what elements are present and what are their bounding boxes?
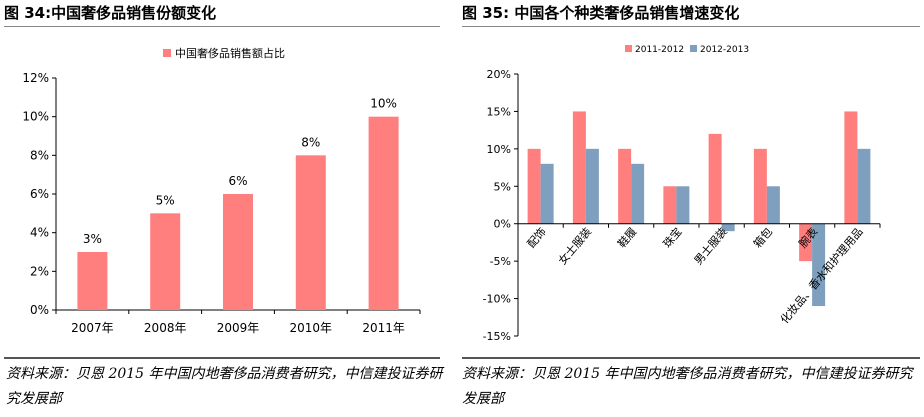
bar-2008年 [150,213,181,310]
left-source-rule [4,357,440,359]
bar-2012-2013-男士服装 [721,223,735,232]
bar-2011-2012-腕表 [799,223,813,262]
x-tick-label: 男士服装 [692,225,730,267]
bar-2012-2013-珠宝 [676,186,690,224]
y-tick-label: 0% [494,218,511,231]
y-tick-label: 10% [487,143,511,156]
x-tick-label: 配饰 [524,225,549,251]
right-title-rule [462,26,920,27]
bar-2012-2013-鞋履 [631,163,645,224]
x-tick-label: 箱包 [750,225,775,251]
bar-2012-2013-腕表 [812,223,826,307]
y-tick-label: 8% [30,148,49,162]
legend-swatch-2012-2013 [690,45,697,52]
x-tick-label: 2011年 [362,321,405,335]
bar-2012-2013-化妆品、香水和护理用品 [857,148,871,224]
x-tick-label: 女士服装 [555,225,594,268]
x-tick-label: 2009年 [217,321,260,335]
left-source-note: 资料来源：贝恩 2015 年中国内地奢侈品消费者研究，中信建投证券研究发展部 [6,366,443,407]
bar-2010年 [295,155,326,310]
y-tick-label: -10% [483,293,511,306]
y-tick-label: -5% [490,255,511,268]
bar-2011-2012-男士服装 [708,133,722,224]
bar-2011年 [368,116,399,311]
y-tick-label: 12% [22,71,49,85]
bar-2012-2013-箱包 [766,186,780,224]
right-source-note: 资料来源：贝恩 2015 年中国内地奢侈品消费者研究，中信建投证券研究发展部 [462,366,913,407]
left-chart: 中国奢侈品销售额占比 0% 2% 4% 6% 8% 10% 12% 3% 2007年 5% 2008年… [22,46,421,335]
data-label: 10% [370,97,397,111]
legend-label-2011-2012: 2011-2012 [635,45,684,55]
left-figure-title: 图 34:中国奢侈品销售份额变化 [4,4,217,22]
bar-2011-2012-配饰 [527,148,541,224]
x-tick-label: 鞋履 [615,225,640,251]
data-label: 8% [301,135,320,149]
x-tick-label: 2008年 [144,321,187,335]
y-tick-label: 0% [30,303,49,317]
y-tick-label: -15% [483,330,511,342]
x-tick-label: 2010年 [290,321,333,335]
legend-label-2012-2013: 2012-2013 [700,45,749,55]
right-chart: 2011-2012 2012-2013 -15% -10% -5% 0% 5% 10% 15% 2… [483,45,881,342]
y-tick-label: 2% [30,264,49,278]
bar-2007年 [77,252,108,310]
bar-2011-2012-女士服装 [572,111,586,224]
data-label: 5% [156,193,175,207]
y-tick-label: 6% [30,187,49,201]
right-source-rule [462,357,920,359]
y-tick-label: 5% [494,180,511,193]
data-label: 6% [228,174,247,188]
legend-swatch-2011-2012 [625,45,632,52]
legend-label-share: 中国奢侈品销售额占比 [175,46,285,60]
bar-2012-2013-配饰 [540,163,554,224]
left-title-rule [4,26,440,27]
bar-2012-2013-女士服装 [585,148,599,224]
x-tick-label: 珠宝 [660,225,685,251]
x-tick-label: 2007年 [71,321,114,335]
bar-2011-2012-化妆品、香水和护理用品 [844,111,858,224]
y-tick-label: 4% [30,226,49,240]
legend-swatch-share [163,49,171,57]
bar-2011-2012-珠宝 [663,186,677,224]
bar-2011-2012-鞋履 [618,148,632,224]
bar-2009年 [223,194,253,310]
y-tick-label: 15% [487,105,511,118]
bar-2011-2012-箱包 [753,148,767,224]
right-figure-title: 图 35: 中国各个种类奢侈品销售增速变化 [462,4,740,22]
data-label: 3% [83,232,102,246]
y-tick-label: 10% [22,110,49,124]
y-tick-label: 20% [487,68,511,81]
